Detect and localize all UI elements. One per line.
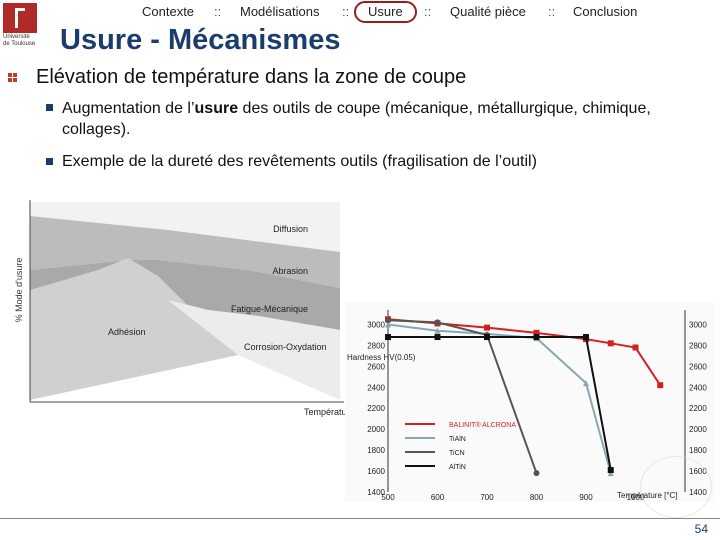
hardness-ytick-right: 2400 bbox=[689, 383, 707, 392]
square-bullet-icon bbox=[46, 158, 53, 165]
sub-bullet-1-text-end: des outils de coupe (mécanique, métallur… bbox=[62, 100, 651, 138]
bullet-icon bbox=[8, 73, 18, 83]
wear-chart-ylabel: % Mode d'usure bbox=[14, 258, 24, 323]
hardness-ytick-right: 2000 bbox=[689, 425, 707, 434]
hardness-data-point bbox=[607, 470, 614, 477]
wear-chart-xlabel: Température bbox=[304, 407, 348, 417]
hardness-data-point bbox=[385, 321, 391, 328]
hardness-data-point bbox=[434, 327, 441, 334]
sub-bullet-1: Augmentation de l’usure des outils de co… bbox=[62, 98, 682, 140]
hardness-ytick-left: 2600 bbox=[367, 362, 385, 371]
hardness-data-point bbox=[385, 334, 391, 341]
hardness-ytick-left: 1600 bbox=[367, 467, 385, 476]
wear-mode-chart: % Mode d'usure Diffusion Abrasion Fatigu… bbox=[14, 200, 348, 417]
hardness-legend-label: TiCN bbox=[449, 450, 465, 457]
hardness-ytick-right: 2600 bbox=[689, 362, 707, 371]
hardness-data-point bbox=[657, 382, 664, 389]
hardness-ytick-right: 2200 bbox=[689, 404, 707, 413]
hardness-legend-label: BALINIT® ALCRONA bbox=[449, 421, 516, 429]
hardness-data-point bbox=[434, 319, 441, 326]
nav-separator: :: bbox=[548, 4, 556, 19]
hardness-ytick-left: 2800 bbox=[367, 341, 385, 350]
hardness-xtick: 800 bbox=[530, 493, 544, 502]
hardness-data-point bbox=[434, 334, 441, 341]
hardness-ytick-left: 2400 bbox=[367, 383, 385, 392]
hardness-ytick-right: 1800 bbox=[689, 446, 707, 455]
hardness-data-point bbox=[607, 340, 614, 347]
hardness-ytick-left: 2200 bbox=[367, 404, 385, 413]
logo-line-2: de Toulouse bbox=[3, 41, 36, 47]
sub-bullet-1-text: Augmentation de l’ bbox=[62, 100, 195, 117]
region-diffusion bbox=[30, 202, 340, 252]
hardness-series-line bbox=[387, 319, 538, 474]
hardness-ytick-right: 2800 bbox=[689, 341, 707, 350]
hardness-xtick: 600 bbox=[431, 493, 445, 502]
sub-bullet-1-bold: usure bbox=[194, 100, 239, 117]
sub-bullet-2: Exemple de la dureté des revêtements out… bbox=[62, 153, 537, 170]
nav-item-usure[interactable]: Usure bbox=[354, 1, 417, 23]
hardness-data-point bbox=[385, 317, 391, 324]
hardness-data-point bbox=[484, 324, 490, 331]
region-label-diffusion: Diffusion bbox=[273, 224, 308, 234]
section-nav: Contexte :: Modélisations :: Usure :: Qu… bbox=[0, 1, 720, 23]
hardness-data-point bbox=[632, 344, 639, 351]
logo-line-1: Université bbox=[3, 34, 30, 40]
logo-mark bbox=[3, 3, 37, 33]
slide-title: Usure - Mécanismes bbox=[60, 24, 341, 56]
university-seal bbox=[640, 456, 712, 518]
hardness-data-point bbox=[583, 380, 589, 387]
hardness-ytick-left: 2000 bbox=[367, 425, 385, 434]
page-number: 54 bbox=[694, 522, 708, 536]
region-label-adhesion: Adhésion bbox=[108, 327, 146, 337]
nav-separator: :: bbox=[214, 4, 222, 19]
hardness-data-point bbox=[533, 334, 540, 341]
square-bullet-icon bbox=[46, 104, 53, 111]
hardness-data-point bbox=[607, 467, 614, 474]
hardness-xtick: 1000 bbox=[627, 493, 645, 502]
hardness-xtick: 700 bbox=[480, 493, 494, 502]
region-label-fatigue: Fatigue-Mécanique bbox=[231, 304, 308, 314]
region-label-corrosion: Corrosion-Oxydation bbox=[244, 342, 327, 352]
region-abrasion bbox=[30, 216, 340, 288]
nav-separator: :: bbox=[424, 4, 432, 19]
hardness-data-point bbox=[583, 334, 589, 341]
region-adhesion bbox=[30, 258, 238, 400]
region-label-abrasion: Abrasion bbox=[272, 266, 308, 276]
hardness-ylabel: Hardness HV(0.05) bbox=[347, 353, 416, 362]
nav-item-conclusion[interactable]: Conclusion bbox=[573, 4, 638, 19]
hardness-xtick: 900 bbox=[579, 493, 593, 502]
hardness-data-point bbox=[533, 329, 540, 336]
region-corrosion bbox=[168, 300, 340, 400]
hardness-series-line bbox=[388, 336, 612, 471]
hardness-ytick-right: 3000 bbox=[689, 320, 707, 329]
hardness-legend-label: TiAlN bbox=[449, 436, 466, 443]
hardness-xtick: 500 bbox=[381, 493, 395, 502]
nav-item-qualite-piece[interactable]: Qualité pièce bbox=[450, 4, 526, 19]
hardness-ytick-left: 1400 bbox=[367, 488, 385, 497]
hardness-series-line bbox=[387, 323, 612, 474]
hardness-ytick-left: 1800 bbox=[367, 446, 385, 455]
hardness-data-point bbox=[484, 334, 490, 341]
main-bullet: Elévation de température dans la zone de… bbox=[36, 66, 467, 88]
university-logo: Université de Toulouse bbox=[3, 3, 37, 51]
footer-line bbox=[0, 518, 720, 519]
nav-separator: :: bbox=[342, 4, 350, 19]
logo-text: Université de Toulouse bbox=[3, 34, 43, 48]
hardness-data-point bbox=[533, 470, 540, 477]
nav-item-contexte[interactable]: Contexte bbox=[142, 4, 195, 19]
hardness-legend-label: AlTiN bbox=[449, 464, 466, 471]
nav-item-modelisations[interactable]: Modélisations bbox=[240, 4, 320, 19]
hardness-ytick-left: 3000 bbox=[367, 320, 385, 329]
